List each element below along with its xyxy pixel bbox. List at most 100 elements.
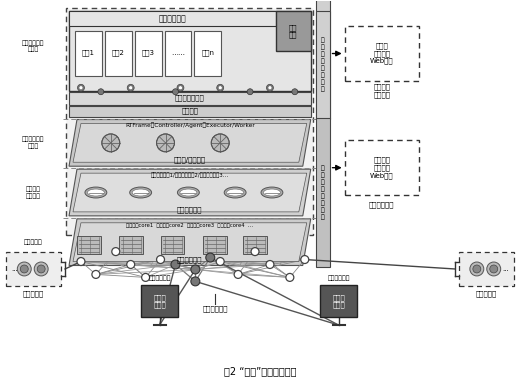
Text: 分布式资源池: 分布式资源池 xyxy=(148,276,171,281)
Text: 资源池化节点: 资源池化节点 xyxy=(202,306,228,312)
Circle shape xyxy=(292,89,298,95)
Text: 敏捷智能计算
应用层: 敏捷智能计算 应用层 xyxy=(22,40,45,52)
Text: 应用3: 应用3 xyxy=(141,50,154,56)
Ellipse shape xyxy=(85,187,107,198)
Circle shape xyxy=(490,265,498,273)
Bar xyxy=(203,236,227,254)
Text: 传感器节点: 传感器节点 xyxy=(476,290,497,297)
Circle shape xyxy=(487,262,501,276)
Text: 硬件计算资源: 硬件计算资源 xyxy=(177,256,203,263)
Bar xyxy=(320,285,357,317)
Text: 分布式
资源池: 分布式 资源池 xyxy=(332,294,345,308)
Circle shape xyxy=(34,262,48,276)
Circle shape xyxy=(473,265,481,273)
Circle shape xyxy=(102,134,120,152)
Ellipse shape xyxy=(177,187,199,198)
Bar xyxy=(316,0,330,119)
Bar xyxy=(69,92,311,105)
Bar xyxy=(66,8,313,235)
Polygon shape xyxy=(69,120,311,166)
Ellipse shape xyxy=(132,189,149,196)
Circle shape xyxy=(177,84,184,91)
Circle shape xyxy=(234,270,242,278)
Bar xyxy=(345,140,419,195)
Text: 应用n: 应用n xyxy=(201,50,214,56)
Circle shape xyxy=(141,273,150,281)
Circle shape xyxy=(206,253,215,262)
Circle shape xyxy=(77,84,84,91)
Circle shape xyxy=(127,261,135,268)
Text: 计算资源
虚拟化层: 计算资源 虚拟化层 xyxy=(25,186,41,199)
Bar xyxy=(164,31,191,76)
Text: 分布式资源池: 分布式资源池 xyxy=(327,276,350,281)
Circle shape xyxy=(173,89,178,95)
Circle shape xyxy=(217,84,224,91)
Circle shape xyxy=(92,270,100,278)
Bar xyxy=(316,11,330,119)
Circle shape xyxy=(266,261,274,268)
Text: 资源集群管理: 资源集群管理 xyxy=(369,202,395,208)
Text: ...: ... xyxy=(502,266,509,272)
Text: 图2 “雨燕”系统总体架构: 图2 “雨燕”系统总体架构 xyxy=(224,366,296,376)
Circle shape xyxy=(266,84,274,91)
Ellipse shape xyxy=(264,189,280,196)
Circle shape xyxy=(112,248,120,255)
Text: 异
构
资
源
池
化
服
务: 异 构 资 源 池 化 服 务 xyxy=(321,165,324,220)
Circle shape xyxy=(301,255,309,264)
Bar xyxy=(77,236,101,254)
Circle shape xyxy=(218,86,222,90)
Circle shape xyxy=(127,84,134,91)
Text: 敏捷智能计算
框架层: 敏捷智能计算 框架层 xyxy=(22,137,45,149)
Circle shape xyxy=(77,257,85,266)
Text: 分布式
计算框架
Web前端: 分布式 计算框架 Web前端 xyxy=(370,43,394,64)
Text: 任务管理中心: 任务管理中心 xyxy=(159,14,186,23)
Text: 计算资源core1  计算资源core2  计算资源core3  计算资源core4  …: 计算资源core1 计算资源core2 计算资源core3 计算资源core4 … xyxy=(126,223,253,228)
Bar xyxy=(119,236,142,254)
Bar xyxy=(69,106,311,117)
Polygon shape xyxy=(69,219,311,266)
Text: 容器虚拟镜像1/容器虚拟镜像2/容器虚拟镜像3…: 容器虚拟镜像1/容器虚拟镜像2/容器虚拟镜像3… xyxy=(151,172,229,178)
Bar xyxy=(105,31,132,76)
Ellipse shape xyxy=(227,189,243,196)
Circle shape xyxy=(20,265,28,273)
Circle shape xyxy=(157,255,164,264)
Bar xyxy=(69,11,311,91)
Circle shape xyxy=(251,248,259,255)
Circle shape xyxy=(79,86,83,90)
Text: 传感器节点: 传感器节点 xyxy=(23,290,44,297)
Circle shape xyxy=(157,134,174,152)
Circle shape xyxy=(470,262,484,276)
Polygon shape xyxy=(73,223,307,262)
Text: 接口
管理: 接口 管理 xyxy=(289,24,297,38)
Bar xyxy=(459,252,514,286)
Ellipse shape xyxy=(87,189,105,196)
Text: ...: ... xyxy=(11,266,18,272)
Text: 敏
捷
智
能
计
算
服
务: 敏 捷 智 能 计 算 服 务 xyxy=(321,38,324,92)
Text: 分布式
资源池: 分布式 资源池 xyxy=(153,294,166,308)
Circle shape xyxy=(178,86,183,90)
Polygon shape xyxy=(73,124,307,162)
Text: 资源适配: 资源适配 xyxy=(181,108,198,114)
Bar xyxy=(243,236,267,254)
Ellipse shape xyxy=(261,187,283,198)
Bar xyxy=(194,31,221,76)
Polygon shape xyxy=(69,169,311,216)
Text: RTFrame、Controller/Agent、Executor/Worker: RTFrame、Controller/Agent、Executor/Worker xyxy=(125,123,255,128)
Circle shape xyxy=(98,89,104,95)
Text: 图计算/智能计算: 图计算/智能计算 xyxy=(174,156,206,163)
Circle shape xyxy=(171,260,180,269)
Circle shape xyxy=(129,86,133,90)
Text: 应用1: 应用1 xyxy=(82,50,95,56)
Circle shape xyxy=(191,265,200,274)
Bar xyxy=(75,31,102,76)
Bar xyxy=(6,252,61,286)
Ellipse shape xyxy=(129,187,152,198)
Circle shape xyxy=(247,89,253,95)
Text: 任务编排及管理: 任务编排及管理 xyxy=(175,95,205,101)
Circle shape xyxy=(211,134,229,152)
Polygon shape xyxy=(73,173,307,212)
Bar xyxy=(345,26,419,81)
Circle shape xyxy=(216,257,224,266)
Text: 物理平台层: 物理平台层 xyxy=(24,239,43,245)
Text: 虚拟计算资源: 虚拟计算资源 xyxy=(177,207,203,213)
